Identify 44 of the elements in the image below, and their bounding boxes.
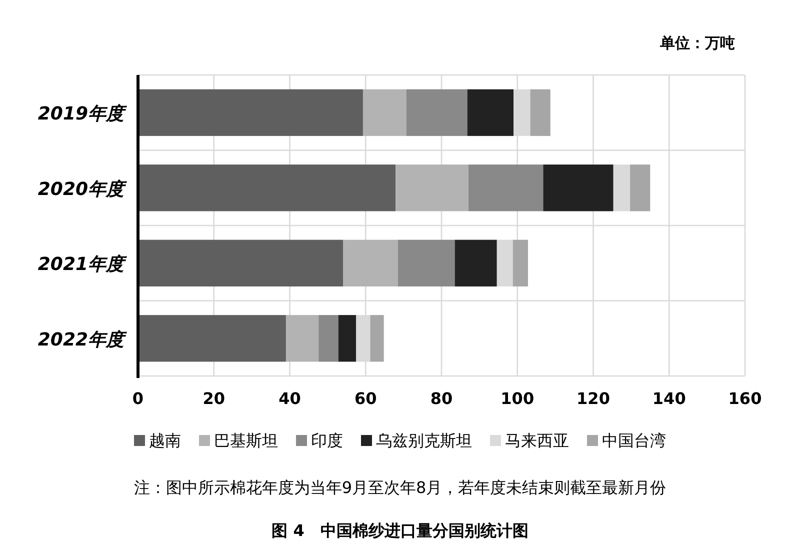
x-tick-label: 60 [354, 389, 377, 408]
x-tick-label: 120 [576, 389, 610, 408]
bar [613, 164, 630, 212]
bar [318, 315, 338, 362]
bar [396, 164, 468, 212]
legend-label: 印度 [311, 431, 343, 450]
x-tick-label: 0 [132, 389, 144, 408]
bar [138, 315, 286, 362]
bar [468, 164, 544, 212]
legend-label: 巴基斯坦 [214, 431, 278, 450]
bar [362, 89, 406, 136]
bar [543, 164, 614, 212]
y-tick-label: 2020年度 [38, 178, 127, 200]
bar [338, 315, 356, 362]
bar [138, 89, 363, 136]
bar [467, 89, 514, 136]
bar [138, 240, 344, 286]
bar [496, 240, 513, 286]
x-tick-label: 20 [202, 389, 226, 408]
bar [406, 89, 468, 136]
bar [398, 240, 455, 286]
text: 单位：万吨 [659, 34, 735, 52]
y-tick-label: 2022年度 [38, 329, 127, 350]
text: 图 4 中国棉纱进口量分国别统计图 [272, 521, 528, 540]
legend-label: 中国台湾 [602, 431, 666, 450]
bar [138, 164, 396, 212]
bar [630, 164, 650, 212]
bar [530, 89, 550, 136]
bar [343, 240, 398, 286]
legend-label: 越南 [149, 431, 181, 450]
y-tick-label: 2021年度 [38, 254, 127, 276]
bar [370, 315, 384, 362]
x-tick-label: 140 [652, 389, 686, 408]
x-tick-label: 100 [500, 389, 534, 408]
y-tick-label: 2019年度 [38, 104, 127, 125]
bar [286, 315, 319, 362]
x-tick-label: 160 [728, 389, 762, 408]
bar [512, 240, 528, 286]
text: 注：图中所示棉花年度为当年9月至次年8月，若年度未结束则截至最新月份 [134, 478, 666, 497]
x-tick-label: 40 [278, 389, 301, 408]
legend-label: 乌兹别克斯坦 [376, 431, 472, 450]
x-tick-label: 80 [430, 389, 453, 408]
legend-label: 马来西亚 [505, 431, 569, 450]
bar [454, 240, 497, 286]
